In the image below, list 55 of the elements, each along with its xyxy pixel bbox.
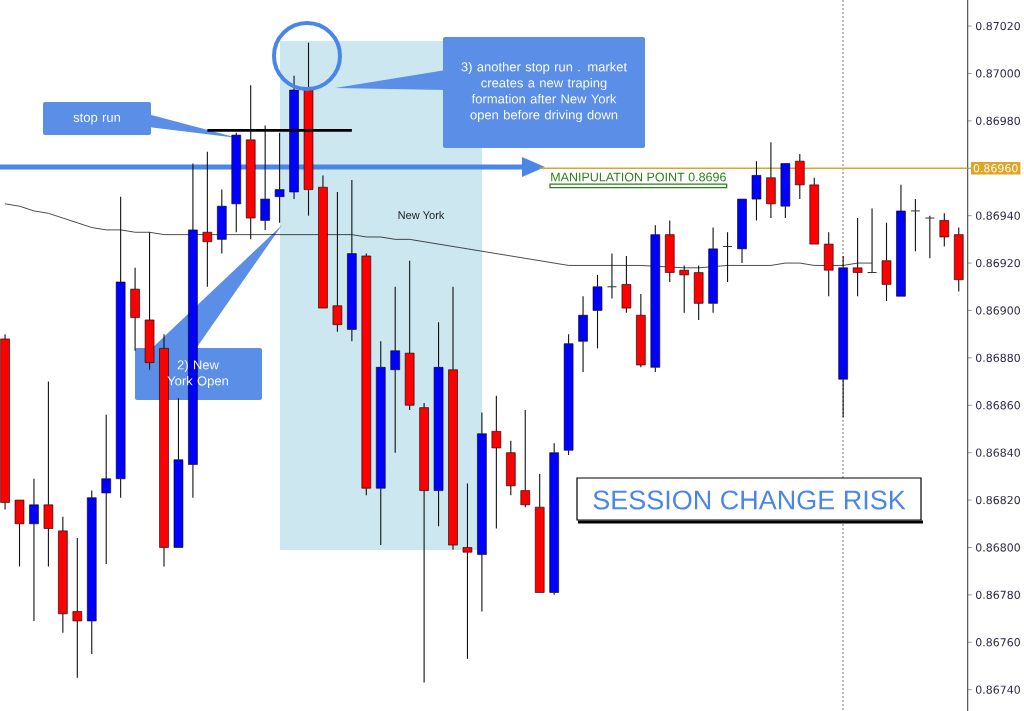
y-tick-label: 0.86780 — [975, 590, 1020, 600]
candlestick — [780, 163, 791, 219]
y-tick-label: 0.87000 — [975, 69, 1020, 78]
candlestick — [173, 397, 184, 548]
candlestick — [462, 482, 473, 660]
candlestick — [606, 253, 617, 300]
candlestick — [563, 333, 574, 456]
annotation: New York — [398, 210, 445, 220]
candlestick — [867, 208, 878, 274]
candlestick — [506, 440, 516, 496]
y-tick-label: 0.86900 — [975, 306, 1020, 315]
y-tick-label: 0.87020 — [975, 21, 1020, 31]
y-tick-label: 0.86980 — [975, 116, 1020, 126]
candlestick — [477, 411, 487, 613]
candlestick — [636, 293, 646, 368]
candlestick — [404, 260, 415, 411]
annotation: stop run — [73, 113, 120, 125]
candlestick — [159, 333, 169, 567]
candlestick — [29, 478, 39, 622]
annotation: SESSION CHANGE RISK — [593, 490, 906, 510]
candlestick — [924, 215, 935, 259]
candlestick — [14, 499, 25, 567]
candlestick — [72, 537, 83, 679]
y-tick-label: 0.86840 — [975, 448, 1020, 457]
ref-line-label: 0.86960 — [973, 164, 1018, 173]
candlestick — [448, 286, 458, 551]
candlestick — [881, 222, 892, 302]
y-tick-label: 0.86880 — [975, 353, 1020, 363]
candlestick — [419, 402, 429, 684]
candlestick — [896, 184, 906, 297]
y-tick-label: 0.86860 — [975, 401, 1020, 410]
candlestick — [737, 198, 747, 264]
y-tick-label: 0.86800 — [975, 543, 1020, 552]
candlestick — [0, 333, 10, 511]
candlestick — [390, 286, 400, 454]
candlestick — [101, 414, 111, 565]
candlestick — [766, 141, 776, 219]
y-tick-label: 0.86920 — [975, 258, 1020, 268]
annotation: 3) another stop run . market creates a new traping formation after New York open before driving down — [461, 61, 627, 123]
y-tick-label: 0.86940 — [975, 211, 1020, 220]
candlestick — [578, 295, 588, 373]
annotation: MANIPULATION POINT 0.8696 — [551, 172, 726, 182]
candlestick — [491, 395, 502, 530]
candlestick — [534, 473, 545, 593]
y-tick-label: 0.86740 — [975, 685, 1020, 694]
candlestick — [592, 274, 603, 349]
candlestick — [58, 516, 68, 634]
candlestick — [910, 198, 921, 252]
candlestick — [433, 321, 444, 527]
candlestick — [43, 381, 54, 567]
candlestick — [130, 267, 140, 352]
y-tick-label: 0.86820 — [975, 495, 1020, 505]
candlestick — [375, 340, 386, 546]
y-tick-label: 0.86760 — [975, 638, 1020, 647]
candlestick — [722, 231, 733, 283]
